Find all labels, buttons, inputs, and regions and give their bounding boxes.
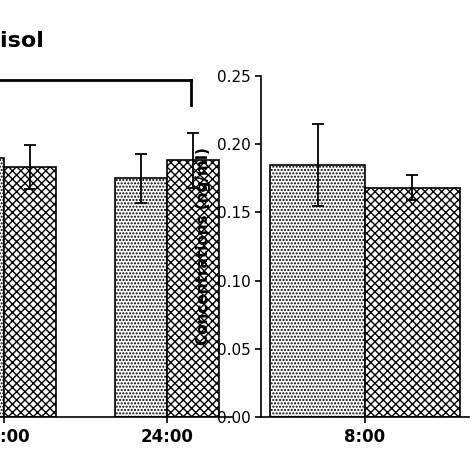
- Bar: [0, 158, 4, 417]
- Text: ortisol: ortisol: [0, 31, 44, 51]
- Y-axis label: Concentrations (ng/ml): Concentrations (ng/ml): [196, 147, 211, 346]
- Bar: [365, 188, 460, 417]
- Bar: [4, 167, 56, 417]
- Bar: [167, 161, 219, 417]
- Bar: [115, 178, 167, 417]
- Bar: [270, 164, 365, 417]
